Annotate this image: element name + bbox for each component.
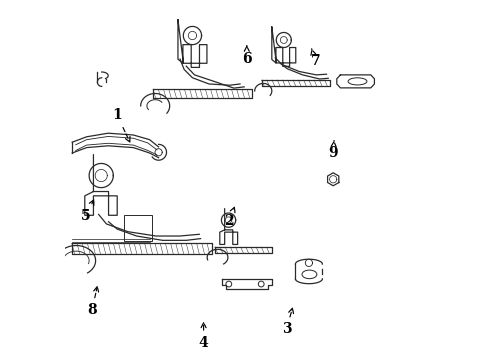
Text: 3: 3 [282, 308, 294, 336]
Text: 6: 6 [242, 46, 251, 66]
Text: 8: 8 [87, 287, 98, 317]
Text: 9: 9 [328, 140, 338, 160]
Text: 7: 7 [310, 49, 320, 68]
Text: 5: 5 [81, 200, 94, 223]
Bar [123, 215, 152, 241]
Text: 4: 4 [199, 323, 208, 350]
Text: 1: 1 [112, 108, 130, 142]
Text: 2: 2 [224, 207, 235, 228]
